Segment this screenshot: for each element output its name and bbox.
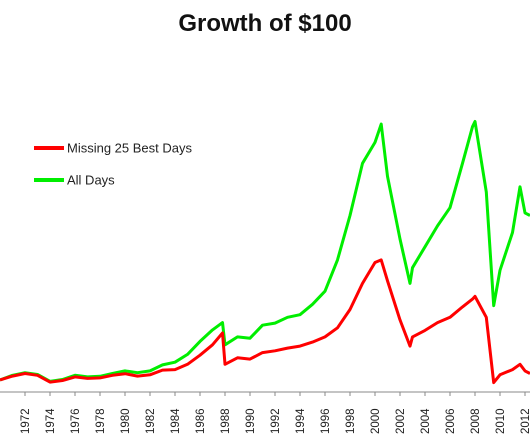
- x-tick-label: 1998: [345, 408, 357, 434]
- x-tick-label: 1982: [145, 408, 157, 434]
- x-tick-label: 2008: [470, 408, 482, 434]
- legend: Missing 25 Best Days All Days: [34, 141, 192, 188]
- x-tick-label: 2000: [370, 408, 382, 434]
- x-tick-label: 1988: [220, 408, 232, 434]
- chart-title: Growth of $100: [178, 10, 352, 37]
- x-tick-label: 1978: [95, 408, 107, 434]
- x-tick-label: 1992: [270, 408, 282, 434]
- x-tick-label: 2004: [420, 408, 432, 434]
- x-tick-label: 1990: [245, 408, 257, 434]
- x-tick-label: 2002: [395, 408, 407, 434]
- legend-label: All Days: [67, 173, 115, 188]
- x-tick-label: 1972: [20, 408, 32, 434]
- x-tick-label: 2006: [445, 408, 457, 434]
- x-tick-label: 2012: [520, 408, 530, 434]
- x-tick-label: 1996: [320, 408, 332, 434]
- x-tick-label: 1976: [70, 408, 82, 434]
- plot-area: [0, 120, 530, 385]
- legend-label: Missing 25 Best Days: [67, 141, 192, 156]
- x-tick-label: 1986: [195, 408, 207, 434]
- x-tick-label: 1994: [295, 408, 307, 434]
- x-tick-label: 1984: [170, 408, 182, 434]
- x-axis: 1972 1974 1976 1978 1980 1982 1984 1986 1988 1990…: [0, 391, 530, 434]
- x-tick-label: 2010: [495, 408, 507, 434]
- x-tick-label: 1980: [120, 408, 132, 434]
- series-line-all-days: [0, 120, 530, 383]
- series-line-missing-25-best-days: [0, 258, 530, 385]
- x-tick-label: 1974: [45, 408, 57, 434]
